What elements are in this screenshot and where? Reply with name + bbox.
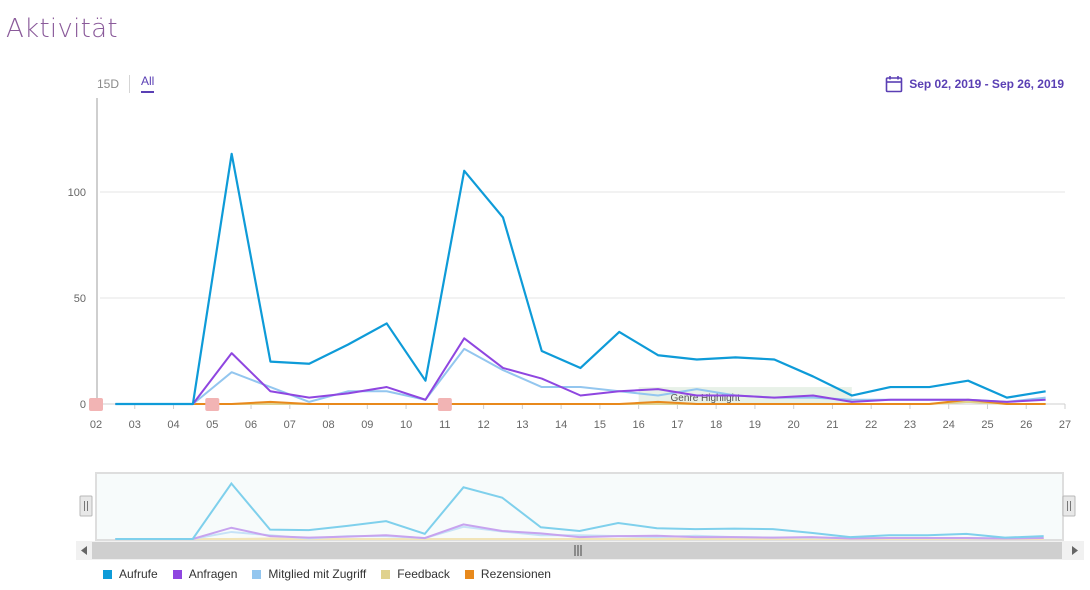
x-tick-label: 04 — [167, 419, 179, 431]
x-tick-label: 22 — [865, 419, 877, 431]
navigator-scrollbar[interactable] — [76, 541, 1084, 560]
scroll-right-arrow[interactable] — [1072, 546, 1078, 555]
x-tick-label: 12 — [477, 419, 489, 431]
x-tick-label: 23 — [904, 419, 916, 431]
x-tick-label: 25 — [981, 419, 993, 431]
navigator-frame — [95, 472, 1064, 541]
x-tick-label: 03 — [129, 419, 141, 431]
legend: Aufrufe Anfragen Mitglied mit Zugriff Fe… — [103, 567, 566, 581]
legend-label: Aufrufe — [119, 567, 158, 581]
legend-item-mitglied-mit-zugriff[interactable]: Mitglied mit Zugriff — [252, 567, 366, 581]
date-range-picker[interactable]: Sep 02, 2019 - Sep 26, 2019 — [885, 75, 1064, 93]
y-tick-label: 100 — [68, 187, 86, 199]
x-tick-label: 17 — [671, 419, 683, 431]
date-range-label: Sep 02, 2019 - Sep 26, 2019 — [909, 77, 1064, 91]
series-line-aufrufe — [115, 152, 1046, 406]
range-tab-all[interactable]: All — [141, 74, 155, 93]
x-tick-label: 15 — [594, 419, 606, 431]
x-tick-label: 13 — [516, 419, 528, 431]
navigator-line — [115, 523, 1044, 540]
event-marker[interactable] — [437, 398, 452, 411]
x-tick-label: 16 — [633, 419, 645, 431]
legend-swatch — [464, 569, 474, 579]
scroll-left-arrow[interactable] — [81, 546, 87, 555]
series-line-rezensionen — [115, 398, 1046, 405]
legend-item-aufrufe[interactable]: Aufrufe — [103, 567, 158, 581]
legend-swatch — [381, 569, 391, 579]
legend-item-rezensionen[interactable]: Rezensionen — [464, 567, 551, 581]
x-tick-label: 24 — [943, 419, 955, 431]
legend-swatch — [172, 569, 182, 579]
calendar-icon — [885, 75, 903, 93]
marker-layer[interactable] — [89, 398, 452, 411]
legend-item-feedback[interactable]: Feedback — [381, 567, 450, 581]
x-tick-label: 06 — [245, 419, 257, 431]
legend-item-anfragen[interactable]: Anfragen — [172, 567, 238, 581]
y-tick-label: 50 — [74, 293, 86, 305]
x-tick-label: 14 — [555, 419, 567, 431]
grid-layer — [100, 191, 1065, 299]
legend-swatch — [103, 569, 112, 579]
x-tick-label: 19 — [749, 419, 761, 431]
navigator[interactable] — [76, 472, 1084, 560]
x-tick-label: 02 — [90, 419, 102, 431]
x-tick-label: 20 — [788, 419, 800, 431]
x-tick-label: 21 — [826, 419, 838, 431]
navigator-line — [115, 481, 1044, 540]
event-marker[interactable] — [205, 398, 220, 411]
series-layer — [115, 152, 1046, 406]
x-tick-label: 05 — [206, 419, 218, 431]
highlight-band-label: Genre Highlight — [670, 393, 740, 404]
legend-swatch — [252, 569, 262, 579]
x-tick-label: 09 — [361, 419, 373, 431]
x-tick-label: 11 — [439, 419, 450, 431]
legend-label: Feedback — [397, 567, 450, 581]
navigator-handle-right[interactable] — [1062, 495, 1076, 517]
x-tick-label: 07 — [284, 419, 296, 431]
event-marker[interactable] — [89, 398, 103, 411]
y-tick-label: 0 — [80, 399, 86, 411]
x-tick-label: 08 — [322, 419, 334, 431]
x-tick-label: 18 — [710, 419, 722, 431]
navigator-handle-left[interactable] — [79, 495, 93, 517]
axis-layer: 0 50 100 02 03 04 05 06 07 08 09 10 11 12 13 14 15 16 17 18… — [68, 98, 1071, 431]
x-tick-label: 26 — [1020, 419, 1032, 431]
x-tick-label: 10 — [400, 419, 412, 431]
range-tabs: 15D All — [97, 74, 155, 93]
series-line-anfragen — [115, 337, 1046, 405]
legend-label: Mitglied mit Zugriff — [268, 567, 367, 581]
legend-label: Anfragen — [188, 567, 238, 581]
range-tab-divider — [129, 74, 131, 93]
range-tab-15d[interactable]: 15D — [97, 76, 120, 91]
legend-label: Rezensionen — [480, 567, 551, 581]
x-tick-label: 27 — [1059, 419, 1071, 431]
page-title: Aktivität — [6, 14, 118, 44]
